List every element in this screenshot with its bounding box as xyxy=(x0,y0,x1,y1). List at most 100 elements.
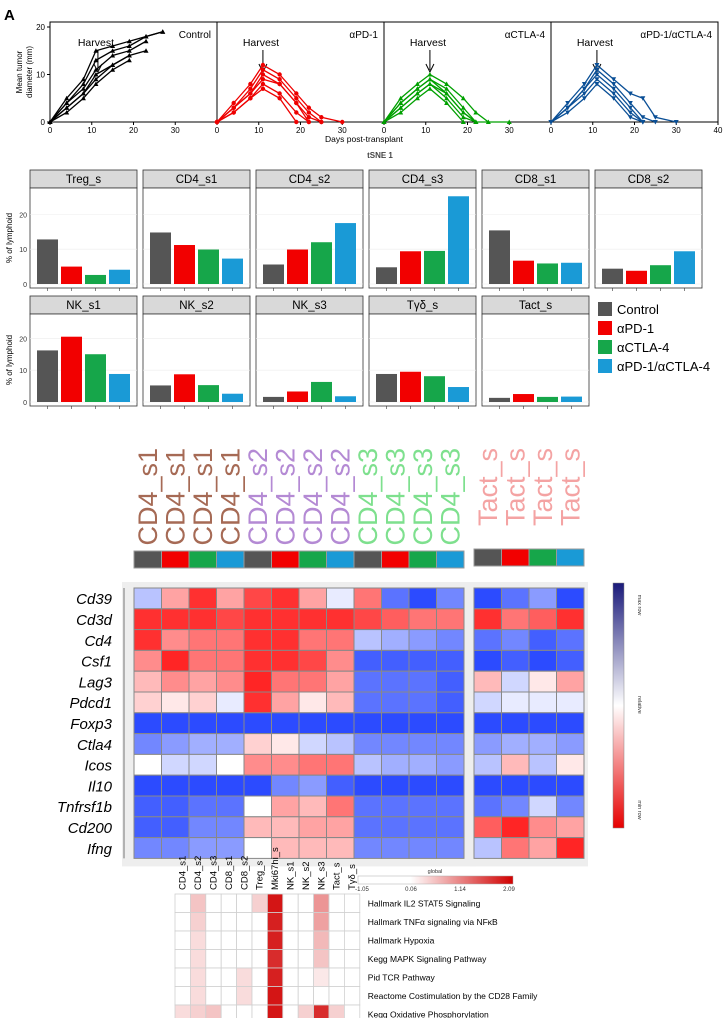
heatmap-row-label: Lag3 xyxy=(79,674,113,691)
heatmap-cell xyxy=(271,753,300,776)
growth-point xyxy=(640,120,646,125)
heatmap-cell xyxy=(381,587,410,610)
growth-point xyxy=(460,105,466,110)
gsea-cell xyxy=(282,1004,299,1018)
growth-point xyxy=(398,95,404,101)
heatmap-row-label: Pdcd1 xyxy=(69,695,112,712)
heatmap-cell xyxy=(381,774,410,797)
growth-point xyxy=(160,29,166,34)
growth-point xyxy=(414,81,420,86)
facet-title: CD8_s2 xyxy=(628,174,670,186)
heatmap-cell xyxy=(408,816,437,839)
gsea-cell xyxy=(205,893,222,913)
x-axis-label: Days post-transplant xyxy=(325,134,404,144)
gsea-cell xyxy=(220,967,237,987)
facet-panel xyxy=(142,313,251,407)
heatmap-column-label: CD4_s3 xyxy=(435,448,465,546)
harvest-annotation: Harvest xyxy=(243,37,279,49)
heatmap-column-label: Tact_s xyxy=(473,448,503,526)
growth-point xyxy=(277,77,282,82)
harvest-annotation: Harvest xyxy=(577,37,613,49)
heatmap-cell xyxy=(161,649,190,672)
growth-point xyxy=(294,119,299,125)
group-annotation xyxy=(353,550,382,569)
y-tick-label: 10 xyxy=(19,247,27,254)
growth-point xyxy=(260,67,266,72)
y-tick-label: 10 xyxy=(36,71,45,80)
group-annotation xyxy=(326,550,355,569)
heatmap-cell xyxy=(243,733,272,755)
gsea-cell xyxy=(236,912,253,932)
gsea-cell xyxy=(174,893,191,913)
gsea-cell xyxy=(251,893,268,913)
growth-point xyxy=(319,115,324,120)
heatmap-cell xyxy=(473,649,502,672)
heatmap-cell xyxy=(408,691,437,714)
bar xyxy=(400,371,421,402)
x-tick-label: 20 xyxy=(296,126,305,135)
growth-point xyxy=(427,76,433,82)
heatmap-cell xyxy=(216,795,245,818)
growth-point xyxy=(248,96,253,101)
x-tick-label: 20 xyxy=(630,126,639,135)
growth-point xyxy=(444,81,450,86)
growth-point xyxy=(277,72,282,77)
growth-point xyxy=(294,110,299,115)
gsea-cell xyxy=(220,912,237,932)
gsea-cell xyxy=(174,949,191,969)
heatmap-cell xyxy=(326,712,355,735)
x-tick-label: 30 xyxy=(338,126,347,135)
growth-point xyxy=(143,48,149,53)
growth-point xyxy=(640,115,646,120)
heatmap-cell xyxy=(326,670,355,693)
gsea-cell xyxy=(297,1004,315,1018)
growth-point xyxy=(93,67,99,72)
growth-point xyxy=(260,81,266,87)
heatmap-cell xyxy=(133,774,162,797)
growth-point xyxy=(581,82,587,87)
colorbar-label: min row xyxy=(636,800,642,819)
heatmap-cell xyxy=(556,691,585,714)
heatmap-cell xyxy=(188,816,217,839)
heatmap-cell xyxy=(408,670,437,693)
heatmap-cell xyxy=(501,670,530,693)
growth-point xyxy=(611,96,617,101)
heatmap-cell xyxy=(436,733,465,755)
gsea-row-label: Pid TCR Pathway xyxy=(368,973,436,983)
heatmap-cell xyxy=(298,816,327,839)
heatmap-cell xyxy=(436,629,465,651)
heatmap-cell xyxy=(326,691,355,714)
growth-point xyxy=(673,120,679,125)
heatmap-cell xyxy=(188,837,217,859)
growth-line xyxy=(49,54,130,123)
heatmap-cell xyxy=(298,795,327,818)
growth-panel-title: αPD-1 xyxy=(349,30,378,41)
heatmap-row-label: Ifng xyxy=(87,841,113,858)
growth-line xyxy=(383,87,464,123)
gsea-row-label: Hallmark Hypoxia xyxy=(368,936,435,946)
heatmap-cell xyxy=(298,753,327,776)
bar xyxy=(37,350,58,402)
heatmap-cell xyxy=(556,587,585,610)
heatmap-cell xyxy=(271,608,300,631)
heatmap-cell xyxy=(501,712,530,735)
heatmap-cell xyxy=(436,649,465,672)
heatmap-cell xyxy=(161,733,190,755)
y-tick-label: 0 xyxy=(23,400,27,407)
heatmap-cell xyxy=(298,587,327,610)
growth-point xyxy=(306,105,312,110)
heatmap-cell xyxy=(528,837,557,859)
gsea-row-label: Reactome Costimulation by the CD28 Famil… xyxy=(368,991,538,1001)
heatmap-row-label: Csf1 xyxy=(81,654,112,671)
facet-title: CD8_s1 xyxy=(515,174,557,186)
heatmap-cell xyxy=(243,649,272,672)
gsea-cell xyxy=(328,912,345,932)
growth-point xyxy=(294,100,299,106)
heatmap-column-label: CD4_s3 xyxy=(380,448,410,546)
gsea-cell xyxy=(236,930,253,950)
heatmap-row-label: Il10 xyxy=(88,778,113,795)
y-axis-label: % of lymphoid xyxy=(5,335,14,385)
gsea-cell xyxy=(328,1004,345,1018)
heatmap-cell xyxy=(271,587,300,610)
heatmap-cell xyxy=(381,795,410,818)
